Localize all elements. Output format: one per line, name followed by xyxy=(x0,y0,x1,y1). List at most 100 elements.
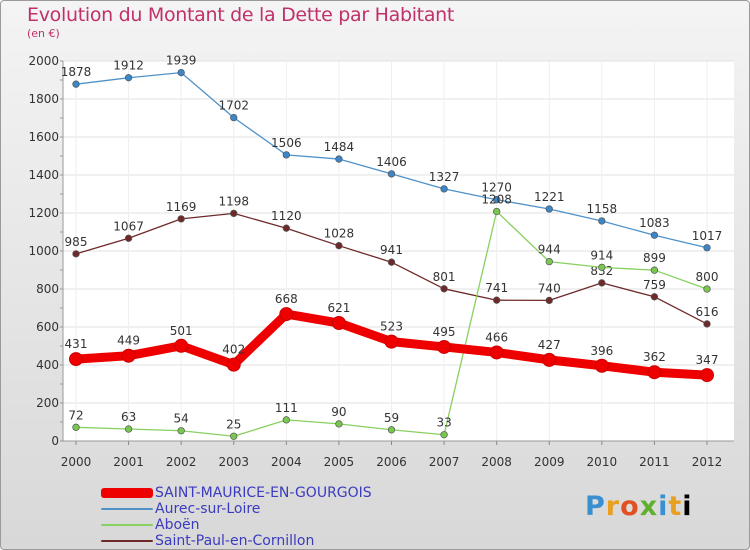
x-tick-label: 2000 xyxy=(61,455,92,469)
data-label: 59 xyxy=(384,411,399,425)
data-label: 944 xyxy=(538,243,561,257)
x-tick-label: 2002 xyxy=(166,455,197,469)
y-tick-label: 800 xyxy=(36,282,59,296)
legend-label: SAINT-MAURICE-EN-GOURGOIS xyxy=(155,485,372,501)
data-point xyxy=(124,234,133,242)
data-point xyxy=(594,358,609,373)
data-point xyxy=(542,352,557,367)
data-point xyxy=(282,224,290,232)
data-point xyxy=(647,365,662,380)
data-label: 1506 xyxy=(271,136,302,150)
data-label: 72 xyxy=(68,408,83,422)
data-point xyxy=(226,357,241,372)
legend-item-saint-maurice: SAINT-MAURICE-EN-GOURGOIS xyxy=(101,485,372,501)
legend-label: Aboën xyxy=(155,517,200,533)
legend-swatch xyxy=(101,524,153,526)
proxiti-logo: Proxiti xyxy=(585,491,693,522)
data-point xyxy=(440,285,448,293)
data-point xyxy=(230,432,238,440)
logo-letter: P xyxy=(585,491,606,522)
data-point xyxy=(703,244,711,252)
x-tick-label: 2008 xyxy=(481,455,512,469)
x-tick-label: 2011 xyxy=(639,455,670,469)
legend-item-aboen: Aboën xyxy=(101,517,372,533)
data-point xyxy=(177,427,185,435)
data-point xyxy=(700,368,714,383)
data-label: 449 xyxy=(117,334,140,348)
data-point xyxy=(387,170,396,178)
data-point xyxy=(493,296,501,304)
legend-swatch xyxy=(101,508,153,510)
data-label: 523 xyxy=(380,320,403,334)
data-point xyxy=(331,316,346,331)
data-label: 1067 xyxy=(113,219,144,233)
logo-letter: t xyxy=(668,491,683,522)
y-tick-label: 200 xyxy=(36,396,59,410)
data-point xyxy=(440,431,448,439)
legend-swatch xyxy=(101,488,153,498)
data-point xyxy=(282,416,290,424)
data-label: 63 xyxy=(121,410,136,424)
data-point xyxy=(489,345,504,360)
data-label: 402 xyxy=(222,343,245,357)
logo-letter: r xyxy=(605,491,621,522)
data-label: 1484 xyxy=(324,140,355,154)
data-point xyxy=(650,293,659,301)
data-label: 431 xyxy=(65,337,88,351)
data-label: 427 xyxy=(538,338,561,352)
chart-legend: SAINT-MAURICE-EN-GOURGOIS Aurec-sur-Loir… xyxy=(101,485,372,549)
data-label: 1878 xyxy=(61,65,92,79)
data-point xyxy=(703,285,711,293)
data-point xyxy=(177,215,185,223)
data-label: 90 xyxy=(331,405,346,419)
data-label: 741 xyxy=(485,281,508,295)
data-label: 759 xyxy=(643,278,666,292)
data-point xyxy=(545,205,553,213)
data-label: 801 xyxy=(433,270,456,284)
data-label: 1198 xyxy=(218,194,249,208)
data-label: 1208 xyxy=(481,192,512,206)
data-label: 501 xyxy=(170,324,193,338)
data-label: 740 xyxy=(538,281,561,295)
data-point xyxy=(650,231,659,239)
y-tick-label: 1200 xyxy=(28,206,59,220)
data-point xyxy=(650,266,659,274)
x-tick-label: 2012 xyxy=(692,455,723,469)
data-point xyxy=(703,320,711,328)
data-point xyxy=(545,296,553,305)
data-label: 941 xyxy=(380,243,403,257)
data-point xyxy=(69,352,83,367)
y-tick-label: 400 xyxy=(36,358,59,372)
data-label: 396 xyxy=(590,344,613,358)
x-tick-label: 2010 xyxy=(587,455,618,469)
data-label: 54 xyxy=(174,412,189,426)
data-label: 347 xyxy=(696,353,719,367)
data-point xyxy=(72,250,80,258)
y-tick-label: 600 xyxy=(36,320,59,334)
data-label: 495 xyxy=(433,325,456,339)
data-label: 111 xyxy=(275,401,298,415)
legend-swatch xyxy=(101,540,153,542)
data-label: 1017 xyxy=(692,229,723,243)
data-point xyxy=(124,74,133,82)
data-label: 33 xyxy=(436,416,451,430)
x-tick-label: 2006 xyxy=(376,455,407,469)
x-tick-label: 2005 xyxy=(324,455,355,469)
data-point xyxy=(387,426,396,434)
logo-letter: i xyxy=(658,491,669,522)
data-point xyxy=(230,113,238,122)
data-point xyxy=(598,217,606,225)
data-point xyxy=(121,348,136,363)
data-point xyxy=(230,209,238,218)
data-point xyxy=(493,196,501,204)
chart-title: Evolution du Montant de la Dette par Hab… xyxy=(27,4,455,26)
data-point xyxy=(174,338,189,353)
logo-letter: x xyxy=(639,491,659,522)
logo-letter: o xyxy=(620,491,640,522)
data-label: 668 xyxy=(275,292,298,306)
x-tick-label: 2003 xyxy=(218,455,249,469)
x-tick-label: 2004 xyxy=(271,455,302,469)
data-label: 985 xyxy=(65,235,88,249)
